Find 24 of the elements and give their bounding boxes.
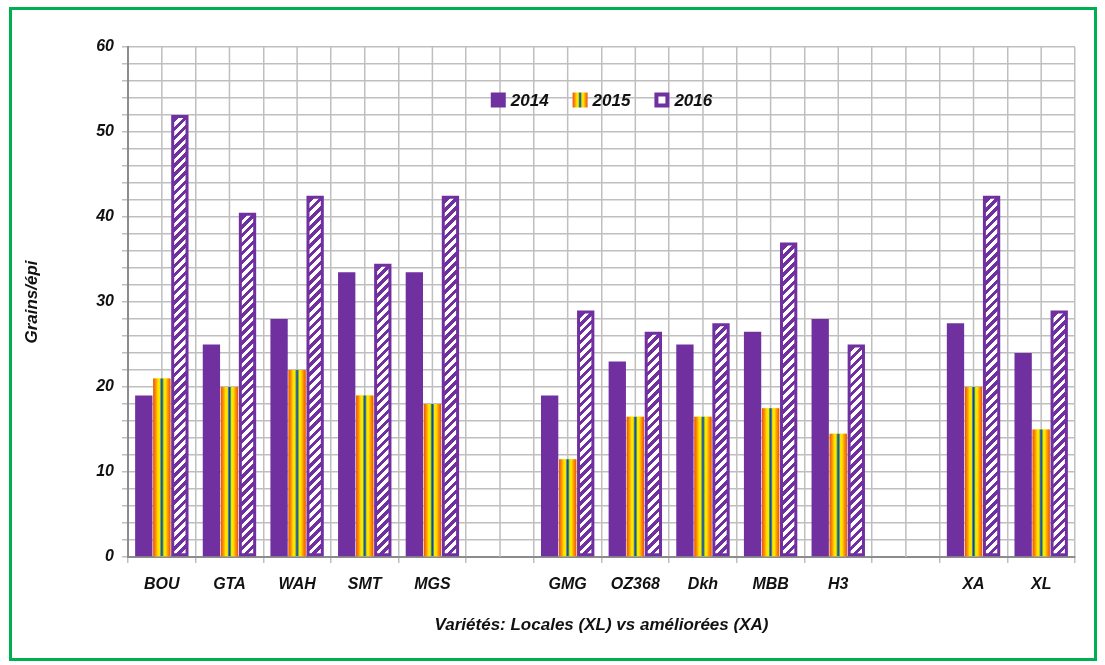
x-tick-label: BOU bbox=[144, 575, 181, 593]
legend-label: 2015 bbox=[591, 90, 631, 110]
x-tick-label: Dkh bbox=[687, 575, 719, 593]
y-tick-label: 0 bbox=[105, 547, 115, 565]
legend-label: 2014 bbox=[509, 90, 550, 110]
y-tick-label: 60 bbox=[96, 37, 115, 55]
x-tick-label: XL bbox=[1029, 575, 1052, 593]
x-tick-label: OZ368 bbox=[610, 575, 660, 593]
y-axis-title: Grains/épi bbox=[21, 259, 41, 344]
x-tick-label: GTA bbox=[213, 575, 246, 593]
x-axis-title: Variétés: Locales (XL) vs améliorées (XA) bbox=[434, 615, 769, 635]
x-tick-label: SMT bbox=[347, 575, 383, 593]
y-tick-label: 20 bbox=[95, 377, 115, 395]
x-tick-label: XA bbox=[961, 575, 985, 593]
y-tick-label: 40 bbox=[95, 207, 115, 225]
x-tick-label: MBB bbox=[752, 575, 789, 593]
x-tick-label: MGS bbox=[414, 575, 451, 593]
y-tick-label: 10 bbox=[96, 462, 115, 480]
legend-label: 2016 bbox=[673, 90, 713, 110]
x-tick-label: H3 bbox=[828, 575, 849, 593]
x-tick-label: WAH bbox=[278, 575, 317, 593]
y-tick-label: 50 bbox=[96, 122, 115, 140]
x-tick-label: GMG bbox=[548, 575, 587, 593]
y-tick-label: 30 bbox=[96, 292, 115, 310]
